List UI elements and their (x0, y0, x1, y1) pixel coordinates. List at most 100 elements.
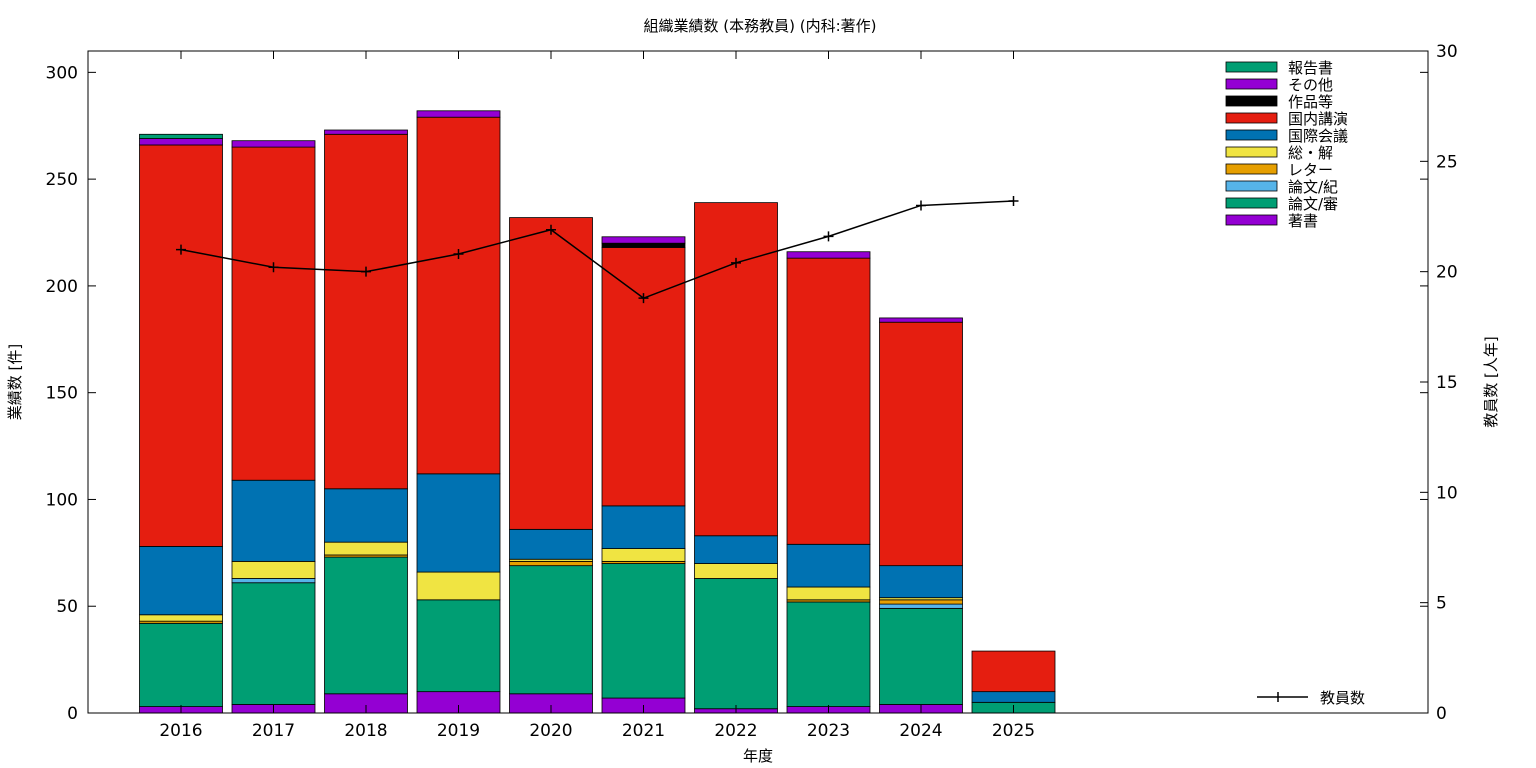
y-tick-label: 150 (46, 384, 78, 404)
bar-segment (416, 110, 501, 118)
bar-segment (416, 116, 501, 475)
legend-label: 国際会議 (1288, 127, 1348, 145)
chart-title: 組織業績数 (本務教員) (内科:著作) (644, 17, 877, 35)
bar-segment (601, 548, 686, 562)
bar-segment (231, 582, 316, 705)
y2-tick-label: 25 (1436, 152, 1458, 172)
line-point (453, 249, 464, 260)
x-tick-label: 2017 (252, 721, 295, 741)
bar-segment (139, 144, 223, 547)
bar-segment (786, 601, 871, 707)
bar-segment (324, 129, 408, 135)
bar-segment (416, 599, 501, 693)
y-tick-label: 250 (46, 170, 78, 190)
bar-segment (509, 217, 593, 530)
y2-tick-label: 0 (1436, 704, 1447, 724)
y-tick-label: 50 (56, 597, 78, 617)
bar-segment (971, 691, 1056, 703)
y-axis-label: 業績数 [件] (6, 344, 24, 420)
x-axis-label: 年度 (743, 747, 773, 765)
bar-segment (786, 251, 871, 259)
bar-segment (139, 133, 223, 139)
legend-label: その他 (1288, 76, 1333, 94)
bar-segment (879, 603, 963, 609)
legend-swatch (1225, 95, 1278, 107)
y2-tick-label: 5 (1436, 594, 1447, 614)
legend-label: 論文/審 (1288, 195, 1338, 213)
legend-swatch (1225, 61, 1278, 73)
line-point (823, 231, 834, 242)
bar-segment (694, 578, 778, 710)
legend-label: 作品等 (1288, 93, 1333, 111)
x-tick-label: 2022 (714, 721, 757, 741)
bar-segment (601, 505, 686, 549)
x-tick-label: 2021 (622, 721, 665, 741)
x-tick-label: 2024 (899, 721, 942, 741)
bar-segment (509, 565, 593, 695)
bar-segment (786, 586, 871, 601)
x-tick-label: 2019 (437, 721, 480, 741)
bar-segment (139, 614, 223, 622)
legend-label: 著書 (1288, 212, 1318, 230)
x-tick-label: 2025 (992, 721, 1035, 741)
bar-segment (416, 571, 501, 601)
line-point (361, 266, 371, 277)
legend-swatch (1225, 197, 1278, 209)
y2-tick-label: 30 (1436, 42, 1458, 62)
bar-segment (879, 565, 963, 599)
legend-swatch (1225, 112, 1278, 124)
legend-swatch (1225, 180, 1278, 192)
bar-segment (879, 607, 963, 705)
legend-swatch (1225, 78, 1278, 90)
bar-segment (879, 321, 963, 567)
legend-swatch (1225, 214, 1278, 226)
line-series (180, 200, 1014, 299)
line-layer (176, 196, 1019, 304)
bar-segment (601, 563, 686, 699)
bar-segment (879, 599, 963, 605)
bar-segment (139, 138, 223, 146)
bar-segment (139, 546, 223, 616)
line-point (1008, 196, 1019, 207)
legend-swatch (1225, 129, 1278, 141)
y-tick-label: 300 (46, 63, 78, 83)
legend-label: 報告書 (1288, 59, 1333, 77)
bar-segment (971, 650, 1056, 693)
bars-layer (139, 110, 1056, 714)
bar-segment (324, 556, 408, 695)
bar-segment (601, 242, 686, 248)
bar-segment (231, 560, 316, 579)
bar-segment (786, 257, 871, 545)
line-point (638, 293, 649, 304)
y2-tick-label: 15 (1436, 373, 1458, 393)
bar-segment (694, 563, 778, 579)
line-point (176, 244, 186, 255)
bar-segment (324, 488, 408, 543)
y2-tick-label: 10 (1436, 483, 1458, 503)
bar-segment (601, 236, 686, 244)
bar-segment (694, 202, 778, 537)
legend-swatch (1225, 163, 1278, 175)
y-tick-label: 0 (67, 704, 78, 724)
bar-segment (879, 317, 963, 323)
y-tick-label: 100 (46, 490, 78, 510)
legend-label: レター (1288, 161, 1333, 179)
line-point (546, 224, 556, 235)
x-tick-label: 2018 (344, 721, 387, 741)
bar-segment (231, 140, 316, 148)
y2-tick-label: 20 (1436, 263, 1458, 283)
x-tick-label: 2020 (529, 721, 572, 741)
legend-label: 論文/紀 (1288, 178, 1338, 196)
bar-segment (509, 528, 593, 560)
x-tick-label: 2016 (159, 721, 202, 741)
bar-segment (786, 543, 871, 588)
bar-segment (416, 473, 501, 573)
bar-segment (601, 247, 686, 507)
legend-swatch (1225, 146, 1278, 158)
legend-line-label: 教員数 (1320, 689, 1365, 707)
bar-segment (694, 535, 778, 564)
bar-segment (231, 479, 316, 562)
